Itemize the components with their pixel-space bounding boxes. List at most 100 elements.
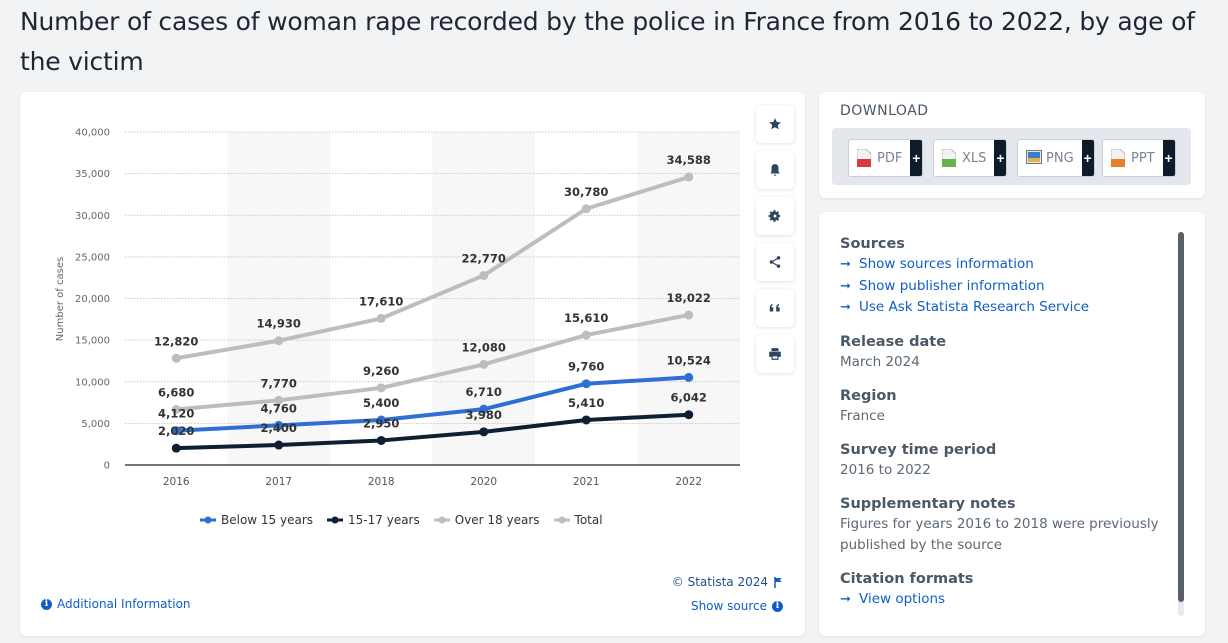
legend-swatch [553, 516, 570, 524]
data-label: 2,020 [158, 424, 194, 438]
data-point [581, 415, 591, 425]
y-tick-label: 35,000 [75, 169, 110, 180]
sources-heading: Sources [840, 236, 905, 252]
additional-information-link[interactable]: i Additional Information [41, 597, 191, 611]
legend-item[interactable]: Total [553, 513, 603, 527]
data-label: 12,820 [154, 334, 198, 348]
data-point [376, 313, 386, 323]
data-point [274, 395, 284, 405]
y-tick-label: 10,000 [75, 377, 110, 388]
link-label: View options [859, 590, 946, 607]
info-content: Sources ➞ Show sources information ➞ Show … [840, 234, 1170, 623]
chart-card: 0 5,000 10,000 15,000 20,000 25,000 30,000 35,0… [20, 92, 805, 636]
data-label: 9,760 [568, 360, 604, 374]
data-label: 6,710 [466, 385, 502, 399]
share-button[interactable] [756, 243, 794, 281]
data-label: 6,042 [671, 391, 707, 405]
data-point [581, 330, 591, 340]
additional-information-label: Additional Information [57, 597, 191, 611]
data-point [171, 404, 181, 414]
legend-swatch [200, 516, 216, 524]
data-label: 3,980 [466, 408, 502, 422]
show-sources-link[interactable]: ➞ Show sources information [840, 254, 1170, 276]
scrollbar-thumb[interactable] [1178, 232, 1184, 602]
series-line-15-17-years [174, 412, 691, 451]
legend-item[interactable]: Below 15 years [200, 513, 313, 527]
arrow-right-icon: ➞ [840, 300, 851, 315]
data-label: 30,780 [564, 185, 608, 199]
data-label: 4,120 [158, 407, 194, 421]
info-scrollbar[interactable] [1178, 232, 1184, 616]
x-tick-label: 2017 [265, 476, 292, 488]
pdf-file-icon [856, 148, 872, 168]
survey-period-value: 2016 to 2022 [840, 461, 931, 478]
y-tick-label: 0 [104, 461, 110, 472]
data-label: 4,760 [261, 401, 297, 415]
ask-statista-link[interactable]: ➞ Use Ask Statista Research Service [840, 297, 1170, 319]
plus-icon: + [994, 140, 1007, 176]
legend-item[interactable]: 15-17 years [327, 513, 420, 527]
download-buttons: PDF + XLS + PNG + PPT + [832, 128, 1191, 185]
y-tick-label: 30,000 [75, 211, 110, 222]
data-label: 22,770 [462, 251, 506, 265]
data-point [171, 426, 181, 436]
data-label: 18,022 [667, 291, 711, 305]
link-label: Show publisher information [859, 277, 1045, 294]
bell-icon [770, 164, 780, 176]
supplementary-notes-heading: Supplementary notes [840, 495, 1016, 512]
show-source-link[interactable]: Show source i [691, 599, 783, 613]
y-tick-label: 40,000 [75, 128, 110, 139]
data-point [479, 404, 489, 414]
citation-formats-heading: Citation formats [840, 570, 974, 587]
ppt-file-icon [1110, 148, 1126, 168]
settings-button[interactable] [756, 197, 794, 235]
xls-label: XLS [962, 150, 987, 166]
print-button[interactable] [756, 335, 794, 373]
data-point [376, 415, 386, 425]
copyright-text: © Statista 2024 [671, 575, 768, 589]
link-label: Show sources information [859, 256, 1034, 272]
legend-label: Over 18 years [454, 513, 540, 527]
print-icon [769, 348, 781, 360]
region-value: France [840, 407, 885, 424]
x-tick-label: 2022 [675, 476, 702, 488]
y-axis-label: Number of cases [55, 257, 66, 341]
show-publisher-link[interactable]: ➞ Show publisher information [840, 276, 1170, 298]
data-label: 2,950 [363, 416, 399, 430]
data-label: 34,588 [667, 153, 711, 167]
data-point [274, 420, 284, 430]
y-tick-label: 15,000 [75, 336, 110, 347]
download-ppt-button[interactable]: PPT + [1102, 139, 1176, 177]
data-point [581, 204, 591, 214]
x-tick-label: 2021 [573, 476, 600, 488]
cite-button[interactable] [756, 289, 794, 327]
view-options-link[interactable]: ➞ View options [840, 589, 1170, 611]
favorite-button[interactable] [756, 105, 794, 143]
legend-item[interactable]: Over 18 years [433, 513, 540, 527]
series-line-below-15-years [174, 375, 691, 433]
notification-button[interactable] [756, 151, 794, 189]
x-tick-label: 2020 [470, 476, 497, 488]
chart-legend: Below 15 years 15-17 years Over 18 years To… [200, 513, 603, 527]
gear-icon [768, 210, 781, 222]
download-pdf-button[interactable]: PDF + [848, 139, 924, 177]
link-label: Use Ask Statista Research Service [859, 299, 1090, 315]
download-xls-button[interactable]: XLS + [933, 139, 1008, 177]
series-line-total [174, 175, 691, 361]
download-panel: DOWNLOAD PDF + XLS + PNG + PPT + [819, 92, 1205, 198]
release-date-value: March 2024 [840, 353, 920, 370]
flag-icon [774, 576, 782, 588]
data-label: 12,080 [462, 340, 506, 354]
data-point [376, 435, 386, 445]
arrow-right-icon: ➞ [840, 278, 851, 294]
statistic-info-panel: Sources ➞ Show sources information ➞ Show … [819, 212, 1205, 636]
copyright-notice: © Statista 2024 [672, 575, 783, 589]
ppt-label: PPT [1131, 150, 1155, 166]
pdf-label: PDF [877, 150, 903, 166]
legend-swatch [433, 516, 450, 524]
data-label: 7,770 [261, 376, 297, 390]
quote-icon [769, 303, 780, 312]
info-icon: i [41, 598, 52, 610]
download-png-button[interactable]: PNG + [1017, 139, 1095, 177]
info-icon: i [772, 600, 783, 612]
